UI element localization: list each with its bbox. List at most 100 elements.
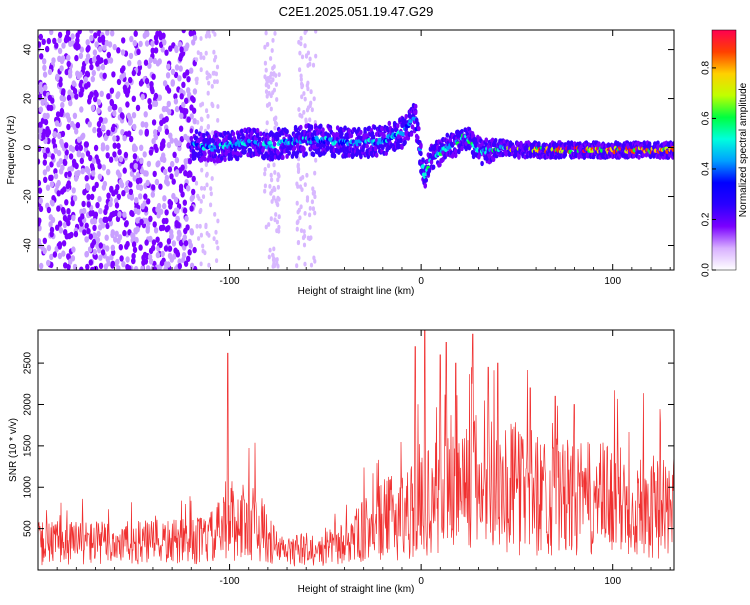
spectrogram-point bbox=[202, 55, 206, 61]
spectrogram-point bbox=[41, 38, 46, 45]
snr-y-tick-label: 1500 bbox=[23, 434, 34, 457]
spectrogram-point bbox=[202, 132, 206, 139]
spectrogram-point bbox=[299, 176, 303, 182]
colorbar-tick-label: 0.0 bbox=[701, 263, 712, 277]
spectrogram-point bbox=[199, 51, 203, 57]
spectrogram-point bbox=[493, 137, 498, 144]
spectrogram-point bbox=[64, 199, 69, 206]
spectrogram-point bbox=[306, 86, 310, 92]
spectrogram-point bbox=[84, 70, 90, 78]
spectrogram-point bbox=[110, 244, 116, 251]
spectrogram-point bbox=[122, 134, 127, 142]
spectrogram-point bbox=[116, 91, 121, 98]
spectrogram-point bbox=[45, 165, 51, 172]
spectrogram-point bbox=[102, 216, 107, 223]
spectrogram-point bbox=[271, 38, 275, 43]
spectrogram-point bbox=[359, 153, 363, 159]
spectrogram-point bbox=[152, 170, 157, 178]
spectrogram-point bbox=[211, 30, 215, 34]
spectrogram-point bbox=[409, 131, 414, 137]
spectrogram-point bbox=[91, 157, 97, 164]
spectrogram-point bbox=[47, 94, 53, 102]
spectrogram-point bbox=[48, 221, 53, 228]
spectrogram-point bbox=[313, 194, 317, 200]
spectrogram-point bbox=[66, 208, 71, 215]
spectrogram-point bbox=[305, 195, 310, 201]
spectrogram-point bbox=[156, 212, 161, 219]
spectrogram-point bbox=[49, 174, 54, 181]
spectrogram-point bbox=[212, 49, 216, 55]
spectrogram-point bbox=[135, 217, 140, 224]
spectrogram-point bbox=[78, 52, 84, 59]
spectrogram-point bbox=[207, 30, 211, 35]
spectrogram-point bbox=[145, 224, 151, 231]
spectrogram-x-label: Height of straight line (km) bbox=[298, 286, 415, 297]
spectrogram-point bbox=[297, 39, 301, 45]
spectrogram-point bbox=[143, 111, 148, 118]
spectrogram-point bbox=[209, 191, 213, 197]
spectrogram-point bbox=[277, 72, 281, 77]
spectrogram-point bbox=[118, 155, 124, 163]
spectrogram-point bbox=[181, 30, 186, 34]
spectrogram-marks bbox=[38, 30, 674, 270]
spectrogram-point bbox=[45, 184, 51, 191]
spectrogram-point bbox=[173, 196, 179, 203]
spectrogram-point bbox=[302, 110, 306, 115]
spectrogram-point bbox=[212, 236, 216, 242]
spectrogram-point bbox=[187, 158, 193, 165]
spectrogram-point bbox=[139, 157, 144, 164]
spectrogram-point bbox=[554, 154, 558, 160]
spectrogram-point bbox=[127, 265, 132, 270]
spectrogram-point bbox=[65, 30, 71, 36]
spectrogram-point bbox=[272, 162, 276, 168]
spectrogram-frame bbox=[37, 29, 675, 271]
spectrogram-point bbox=[214, 54, 218, 60]
spectrogram-point bbox=[270, 199, 274, 204]
spectrogram-point bbox=[199, 36, 203, 41]
spectrogram-point bbox=[52, 131, 58, 138]
spectrogram-point bbox=[38, 121, 43, 128]
spectrogram-point bbox=[204, 162, 208, 168]
spectrogram-point bbox=[73, 43, 78, 50]
spectrogram-point bbox=[215, 258, 219, 263]
spectrogram-point bbox=[308, 56, 312, 62]
spectrogram-point bbox=[273, 217, 277, 223]
spectrogram-point bbox=[371, 134, 376, 140]
spectrogram-point bbox=[144, 170, 149, 177]
spectrogram-point bbox=[311, 62, 316, 68]
spectrogram-point bbox=[265, 80, 269, 86]
spectrogram-point bbox=[296, 240, 301, 245]
spectrogram-point bbox=[277, 214, 281, 220]
spectrogram-point bbox=[259, 131, 263, 137]
spectrogram-point bbox=[108, 156, 114, 163]
spectrogram-point bbox=[106, 51, 112, 59]
spectrogram-point bbox=[58, 227, 64, 234]
spectrogram-point bbox=[45, 126, 50, 133]
spectrogram-point bbox=[287, 150, 292, 156]
spectrogram-peak-point bbox=[420, 164, 426, 169]
spectrogram-point bbox=[167, 198, 172, 206]
spectrogram-point bbox=[266, 42, 270, 47]
spectrogram-point bbox=[170, 68, 176, 76]
spectrogram-point bbox=[112, 142, 117, 149]
spectrogram-point bbox=[184, 97, 189, 105]
spectrogram-point bbox=[111, 190, 116, 197]
spectrogram-point bbox=[45, 147, 50, 154]
spectrogram-point bbox=[179, 112, 184, 120]
spectrogram-point bbox=[189, 205, 194, 212]
spectrogram-point bbox=[85, 46, 90, 53]
spectrogram-point bbox=[53, 172, 59, 180]
spectrogram-point bbox=[59, 107, 65, 115]
spectrogram-point bbox=[190, 95, 195, 102]
spectrogram-point bbox=[272, 246, 276, 252]
spectrogram-point bbox=[312, 144, 317, 150]
spectrogram-point bbox=[311, 151, 316, 158]
spectrogram-point bbox=[147, 253, 153, 261]
spectrogram-point bbox=[75, 32, 80, 39]
spectrogram-point bbox=[129, 194, 135, 201]
spectrogram-point bbox=[273, 170, 277, 175]
spectrogram-point bbox=[155, 236, 160, 243]
spectrogram-point bbox=[164, 209, 169, 216]
spectrogram-point bbox=[362, 143, 366, 149]
spectrogram-point bbox=[309, 235, 313, 241]
